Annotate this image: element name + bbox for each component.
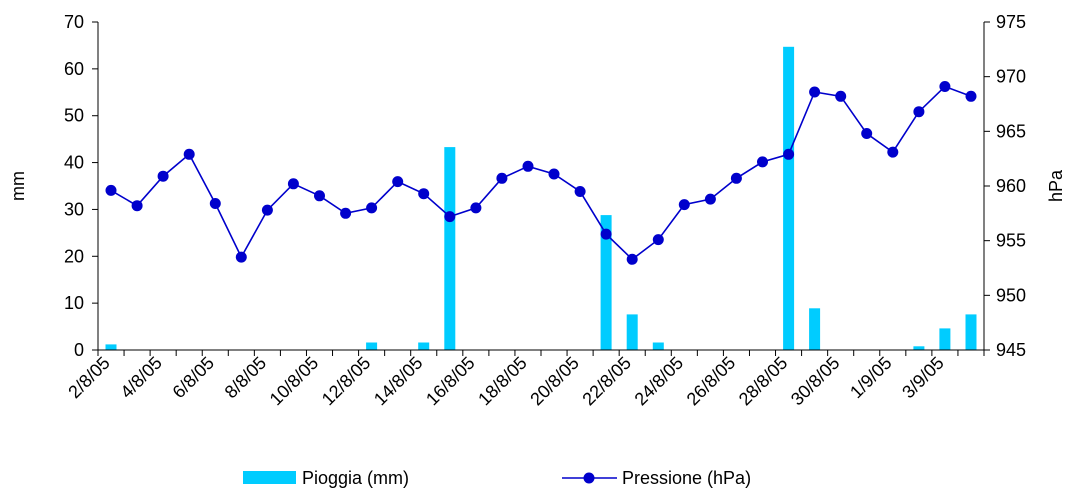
bar-mark <box>418 342 430 350</box>
pressure-point <box>939 81 951 92</box>
pressure-point <box>314 190 325 202</box>
x-tick-label: 4/8/05 <box>116 353 166 403</box>
y-right-tick-label: 960 <box>996 176 1026 196</box>
pressure-point <box>392 176 404 188</box>
pressure-point <box>574 186 586 197</box>
y-left-tick-label: 20 <box>64 246 84 266</box>
pressure-point <box>105 184 117 196</box>
bar-mark <box>105 344 117 350</box>
pressure-point <box>887 146 899 158</box>
pressure-point <box>783 148 795 160</box>
legend-label-pioggia: Pioggia (mm) <box>302 468 409 488</box>
bar-mark <box>366 342 378 350</box>
y-right-tick-label: 950 <box>996 285 1026 305</box>
legend-label-pressione: Pressione (hPa) <box>622 468 751 488</box>
bar-mark <box>626 314 638 350</box>
x-tick-label: 10/8/05 <box>266 353 323 410</box>
pressure-point <box>600 228 612 240</box>
y-left-tick-label: 0 <box>74 340 84 360</box>
x-tick-label: 22/8/05 <box>578 353 635 410</box>
y-axis-left-title: mm <box>8 171 28 201</box>
pressure-point <box>809 86 821 98</box>
y-left-tick-label: 10 <box>64 293 84 313</box>
pressure-point <box>366 202 378 214</box>
y-left-tick-label: 60 <box>64 59 84 79</box>
pressure-point <box>913 106 925 118</box>
y-right-tick-label: 975 <box>996 12 1026 32</box>
pressure-point <box>730 172 742 184</box>
bar-mark <box>965 314 977 350</box>
x-tick-label: 24/8/05 <box>631 353 688 410</box>
pressure-point <box>652 234 664 246</box>
x-tick-label: 16/8/05 <box>422 353 479 410</box>
bars-layer <box>105 46 977 351</box>
x-tick-label: 3/9/05 <box>898 353 948 403</box>
pressure-point <box>157 170 169 182</box>
pressure-point <box>209 198 221 209</box>
pressure-point <box>835 90 847 102</box>
x-tick-label: 1/9/05 <box>846 353 896 403</box>
x-tick-label: 2/8/05 <box>64 353 114 403</box>
bar-mark <box>913 346 925 350</box>
x-tick-label: 18/8/05 <box>474 353 531 410</box>
axes-layer <box>92 21 990 356</box>
pressure-point <box>522 160 534 172</box>
pressure-point <box>183 148 195 160</box>
bar-mark <box>939 328 951 350</box>
bar-mark <box>652 342 664 350</box>
pressure-point <box>757 156 768 168</box>
pressure-point <box>965 90 977 102</box>
y-right-tick-label: 970 <box>996 67 1026 87</box>
pressure-point <box>678 199 690 211</box>
pressure-point <box>131 200 143 212</box>
legend-swatch-pioggia <box>243 471 296 484</box>
x-tick-label: 30/8/05 <box>787 353 844 410</box>
pressure-point <box>444 211 456 223</box>
bar-mark <box>809 308 821 350</box>
y-left-tick-label: 30 <box>64 199 84 219</box>
x-tick-label: 26/8/05 <box>683 353 740 410</box>
pressure-point <box>861 128 873 139</box>
pressure-point <box>235 251 247 263</box>
pressure-point <box>418 188 430 200</box>
pressure-point <box>548 168 560 180</box>
y-right-tick-label: 945 <box>996 340 1026 360</box>
y-left-tick-label: 50 <box>64 106 84 126</box>
bar-mark <box>783 46 795 351</box>
y-right-tick-label: 955 <box>996 231 1026 251</box>
x-tick-label: 12/8/05 <box>318 353 375 410</box>
y-left-tick-label: 70 <box>64 12 84 32</box>
x-tick-label: 14/8/05 <box>370 353 427 410</box>
y-left-tick-label: 40 <box>64 153 84 173</box>
pressure-point <box>340 207 352 219</box>
y-right-tick-label: 965 <box>996 121 1026 141</box>
bar-mark <box>600 215 612 350</box>
x-tick-label: 6/8/05 <box>169 353 219 403</box>
x-tick-label: 20/8/05 <box>526 353 583 410</box>
pressure-point <box>261 204 273 216</box>
pressure-line <box>110 85 972 261</box>
line-layer <box>105 81 977 265</box>
pressure-point <box>626 253 638 265</box>
pressure-point <box>704 193 716 205</box>
legend-layer: Pioggia (mm) Pressione (hPa) <box>243 468 751 488</box>
pressure-point <box>287 178 299 190</box>
y-axis-right-title: hPa <box>1046 169 1066 202</box>
pressure-point <box>470 202 482 214</box>
legend-marker-pressione <box>583 472 595 484</box>
bar-mark <box>444 147 456 350</box>
pressure-point <box>496 172 508 184</box>
x-tick-label: 28/8/05 <box>735 353 792 410</box>
x-tick-label: 8/8/05 <box>221 353 271 403</box>
